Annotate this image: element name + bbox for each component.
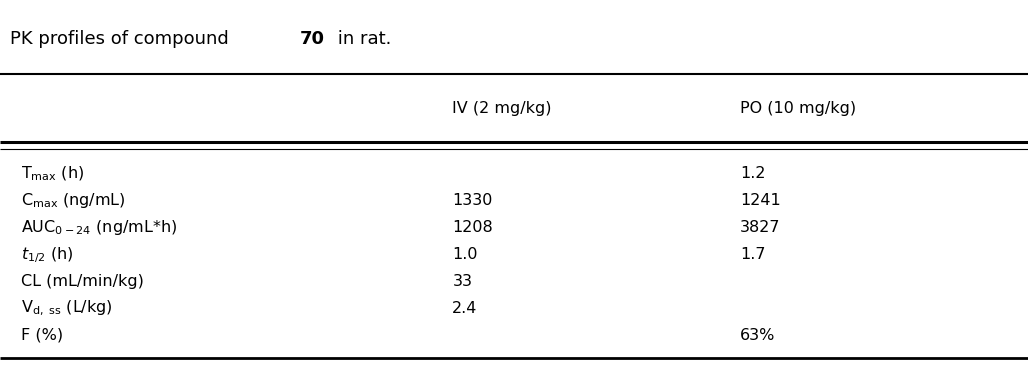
Text: PO (10 mg/kg): PO (10 mg/kg) [740,101,856,116]
Text: 33: 33 [452,274,472,289]
Text: CL (mL/min/kg): CL (mL/min/kg) [21,274,144,289]
Text: 1208: 1208 [452,220,493,235]
Text: AUC$_{\mathrm{0-24}}$ (ng/mL*h): AUC$_{\mathrm{0-24}}$ (ng/mL*h) [21,218,177,237]
Text: T$_{\mathrm{max}}$ (h): T$_{\mathrm{max}}$ (h) [21,165,83,183]
Text: C$_{\mathrm{max}}$ (ng/mL): C$_{\mathrm{max}}$ (ng/mL) [21,192,125,210]
Text: 1.2: 1.2 [740,166,766,182]
Text: V$_{\mathrm{d,\ ss}}$ (L/kg): V$_{\mathrm{d,\ ss}}$ (L/kg) [21,299,112,318]
Text: 1.7: 1.7 [740,247,766,262]
Text: F (%): F (%) [21,328,63,343]
Text: 1.0: 1.0 [452,247,478,262]
Text: in rat.: in rat. [332,30,392,48]
Text: PK profiles of compound: PK profiles of compound [10,30,234,48]
Text: 3827: 3827 [740,220,780,235]
Text: 1330: 1330 [452,193,492,208]
Text: 1241: 1241 [740,193,781,208]
Text: 2.4: 2.4 [452,301,478,316]
Text: 63%: 63% [740,328,775,343]
Text: 70: 70 [300,30,325,48]
Text: $t_{1/2}$ (h): $t_{1/2}$ (h) [21,245,73,265]
Text: IV (2 mg/kg): IV (2 mg/kg) [452,101,552,116]
